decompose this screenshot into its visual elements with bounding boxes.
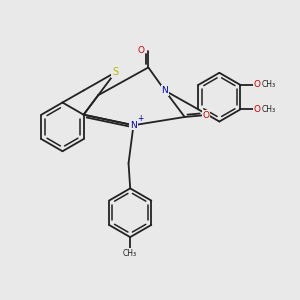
Text: O: O xyxy=(253,105,260,114)
Text: CH₃: CH₃ xyxy=(123,249,137,258)
Text: CH₃: CH₃ xyxy=(262,105,276,114)
Text: N: N xyxy=(161,86,168,95)
Text: O: O xyxy=(202,111,209,120)
Text: O: O xyxy=(253,80,260,89)
Text: +: + xyxy=(137,114,143,123)
Text: O: O xyxy=(137,46,144,56)
Text: N: N xyxy=(130,121,137,130)
Text: CH₃: CH₃ xyxy=(262,80,276,89)
Text: S: S xyxy=(112,68,119,77)
